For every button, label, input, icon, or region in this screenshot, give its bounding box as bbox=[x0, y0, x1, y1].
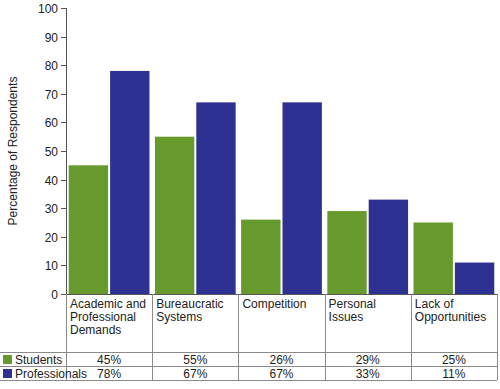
y-tick-label: 20 bbox=[45, 231, 59, 245]
legend-swatch bbox=[3, 355, 12, 364]
bar bbox=[69, 165, 108, 294]
y-tick-label: 10 bbox=[45, 259, 59, 273]
y-tick bbox=[61, 265, 66, 266]
legend-label: Professionals bbox=[15, 367, 87, 381]
table-divider bbox=[325, 294, 326, 380]
x-axis-line bbox=[66, 294, 497, 295]
y-tick-label: 30 bbox=[45, 202, 59, 216]
legend-swatch bbox=[3, 369, 12, 378]
bar bbox=[110, 71, 149, 294]
table-value: 45% bbox=[97, 353, 121, 367]
category-label: Competition bbox=[239, 298, 324, 311]
y-tick bbox=[61, 37, 66, 38]
table-divider bbox=[152, 294, 153, 380]
table-divider bbox=[411, 294, 412, 380]
table-value: 67% bbox=[269, 367, 293, 381]
bar bbox=[155, 137, 194, 294]
y-tick bbox=[61, 294, 66, 295]
y-tick bbox=[61, 65, 66, 66]
y-tick-label: 0 bbox=[51, 288, 58, 302]
table-value: 26% bbox=[269, 353, 293, 367]
category-label: Personal Issues bbox=[326, 298, 411, 324]
table-value: 67% bbox=[183, 367, 207, 381]
y-axis-label: Percentage of Respondents bbox=[6, 77, 20, 226]
y-tick-label: 40 bbox=[45, 174, 59, 188]
table-value: 29% bbox=[356, 353, 380, 367]
y-tick-label: 60 bbox=[45, 116, 59, 130]
y-tick bbox=[61, 94, 66, 95]
table-value: 33% bbox=[356, 367, 380, 381]
bar bbox=[196, 102, 235, 294]
bar bbox=[241, 220, 280, 294]
table-value: 78% bbox=[97, 367, 121, 381]
table-row-line bbox=[0, 352, 497, 353]
table-divider bbox=[497, 294, 498, 380]
bar bbox=[369, 200, 408, 294]
legend-label: Students bbox=[15, 353, 62, 367]
category-label: Lack of Opportunities bbox=[412, 298, 497, 324]
category-label: Academic and Professional Demands bbox=[67, 298, 152, 337]
y-tick-label: 50 bbox=[45, 145, 59, 159]
category-label: Bureaucratic Systems bbox=[153, 298, 238, 324]
bar bbox=[455, 263, 494, 294]
bar bbox=[327, 211, 366, 294]
y-tick bbox=[61, 8, 66, 9]
table-value: 55% bbox=[183, 353, 207, 367]
y-tick bbox=[61, 151, 66, 152]
y-tick-label: 80 bbox=[45, 59, 59, 73]
y-tick bbox=[61, 208, 66, 209]
table-value: 11% bbox=[442, 367, 465, 381]
y-tick bbox=[61, 237, 66, 238]
y-tick-label: 100 bbox=[38, 2, 58, 16]
bar bbox=[283, 102, 322, 294]
table-value: 25% bbox=[442, 353, 466, 367]
y-tick bbox=[61, 122, 66, 123]
bars bbox=[69, 71, 495, 294]
bar bbox=[414, 223, 453, 295]
y-tick-label: 70 bbox=[45, 88, 59, 102]
y-tick-label: 90 bbox=[45, 31, 59, 45]
page: {"chart_data": {"type": "bar", "y_label"… bbox=[0, 0, 500, 389]
y-tick bbox=[61, 180, 66, 181]
y-axis-line bbox=[66, 8, 67, 294]
table-divider bbox=[238, 294, 239, 380]
